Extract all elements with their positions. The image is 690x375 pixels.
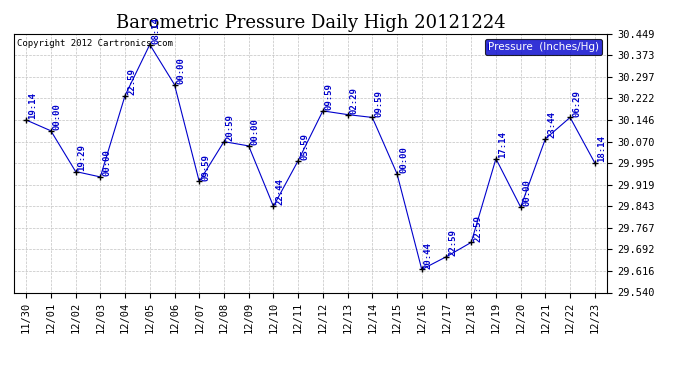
Text: 02:29: 02:29: [350, 87, 359, 114]
Text: 22:59: 22:59: [473, 214, 482, 242]
Text: 05:59: 05:59: [300, 133, 309, 160]
Text: 22:44: 22:44: [275, 178, 284, 206]
Text: 20:44: 20:44: [424, 242, 433, 268]
Text: 09:59: 09:59: [201, 154, 210, 181]
Text: 00:00: 00:00: [53, 103, 62, 130]
Text: 00:00: 00:00: [522, 179, 531, 206]
Text: 00:00: 00:00: [250, 118, 259, 145]
Text: 22:59: 22:59: [127, 68, 136, 94]
Text: 00:00: 00:00: [102, 149, 111, 176]
Text: 22:59: 22:59: [448, 229, 457, 256]
Text: 23:44: 23:44: [547, 111, 556, 138]
Text: 19:14: 19:14: [28, 92, 37, 119]
Title: Barometric Pressure Daily High 20121224: Barometric Pressure Daily High 20121224: [116, 14, 505, 32]
Text: Copyright 2012 Cartronics.com: Copyright 2012 Cartronics.com: [17, 39, 172, 48]
Legend: Pressure  (Inches/Hg): Pressure (Inches/Hg): [485, 39, 602, 55]
Text: 18:14: 18:14: [597, 135, 606, 162]
Text: 09:59: 09:59: [325, 83, 334, 110]
Text: 00:00: 00:00: [177, 57, 186, 84]
Text: 17:14: 17:14: [498, 131, 507, 158]
Text: 19:29: 19:29: [77, 144, 86, 171]
Text: 20:59: 20:59: [226, 114, 235, 141]
Text: 00:00: 00:00: [399, 146, 408, 173]
Text: 09:59: 09:59: [374, 90, 383, 117]
Text: 06:29: 06:29: [572, 90, 581, 117]
Text: 08:14: 08:14: [152, 17, 161, 44]
